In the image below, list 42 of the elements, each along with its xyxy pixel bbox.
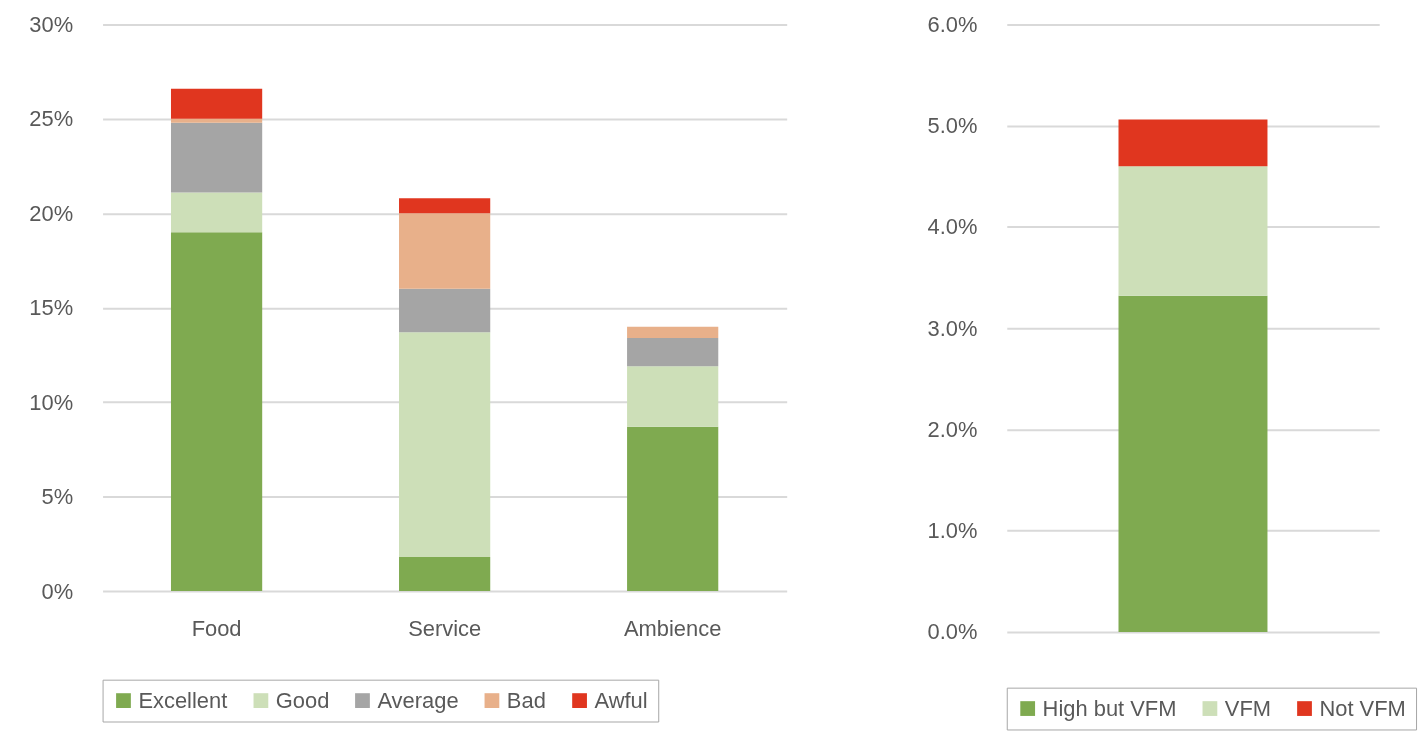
y-tick-label: 10% [29, 389, 74, 415]
legend-label: Excellent [138, 687, 228, 713]
bar [627, 366, 719, 427]
bar [399, 557, 491, 592]
y-tick-label: 5% [41, 484, 74, 510]
legend-label: Not VFM [1319, 695, 1406, 721]
bar [399, 213, 491, 289]
y-tick-label: 6.0% [927, 11, 978, 37]
x-tick-label: Service [408, 616, 482, 642]
bar [170, 118, 263, 123]
legend-label: Average [377, 687, 459, 713]
y-tick-label: 5.0% [927, 113, 978, 139]
legend-label: High but VFM [1042, 695, 1177, 721]
bar [627, 426, 719, 592]
bar [399, 198, 491, 214]
bar [170, 88, 263, 119]
bar [170, 232, 263, 592]
x-tick-label: Ambience [624, 616, 722, 642]
y-tick-label: 0.0% [927, 619, 978, 645]
bar [1118, 295, 1268, 632]
legend-label: Good [275, 687, 330, 713]
y-tick-label: 0% [41, 578, 74, 604]
y-tick-label: 30% [29, 11, 74, 37]
y-tick-label: 1.0% [927, 518, 978, 544]
bar [399, 288, 491, 333]
y-tick-label: 3.0% [927, 315, 978, 341]
bar [1118, 119, 1268, 167]
bar [170, 122, 263, 193]
bar [627, 337, 719, 367]
legend-label: VFM [1224, 695, 1272, 721]
y-tick-label: 25% [29, 106, 74, 132]
legend-label: Bad [506, 687, 546, 713]
legend-label: Awful [594, 687, 648, 713]
y-tick-label: 20% [29, 200, 74, 226]
bar [399, 332, 491, 558]
y-tick-label: 2.0% [927, 416, 978, 442]
bar [627, 326, 719, 338]
bar [170, 192, 263, 233]
bar [1118, 166, 1268, 296]
y-tick-label: 15% [29, 295, 74, 321]
x-tick-label: Food [191, 616, 242, 642]
y-tick-label: 4.0% [927, 214, 978, 240]
